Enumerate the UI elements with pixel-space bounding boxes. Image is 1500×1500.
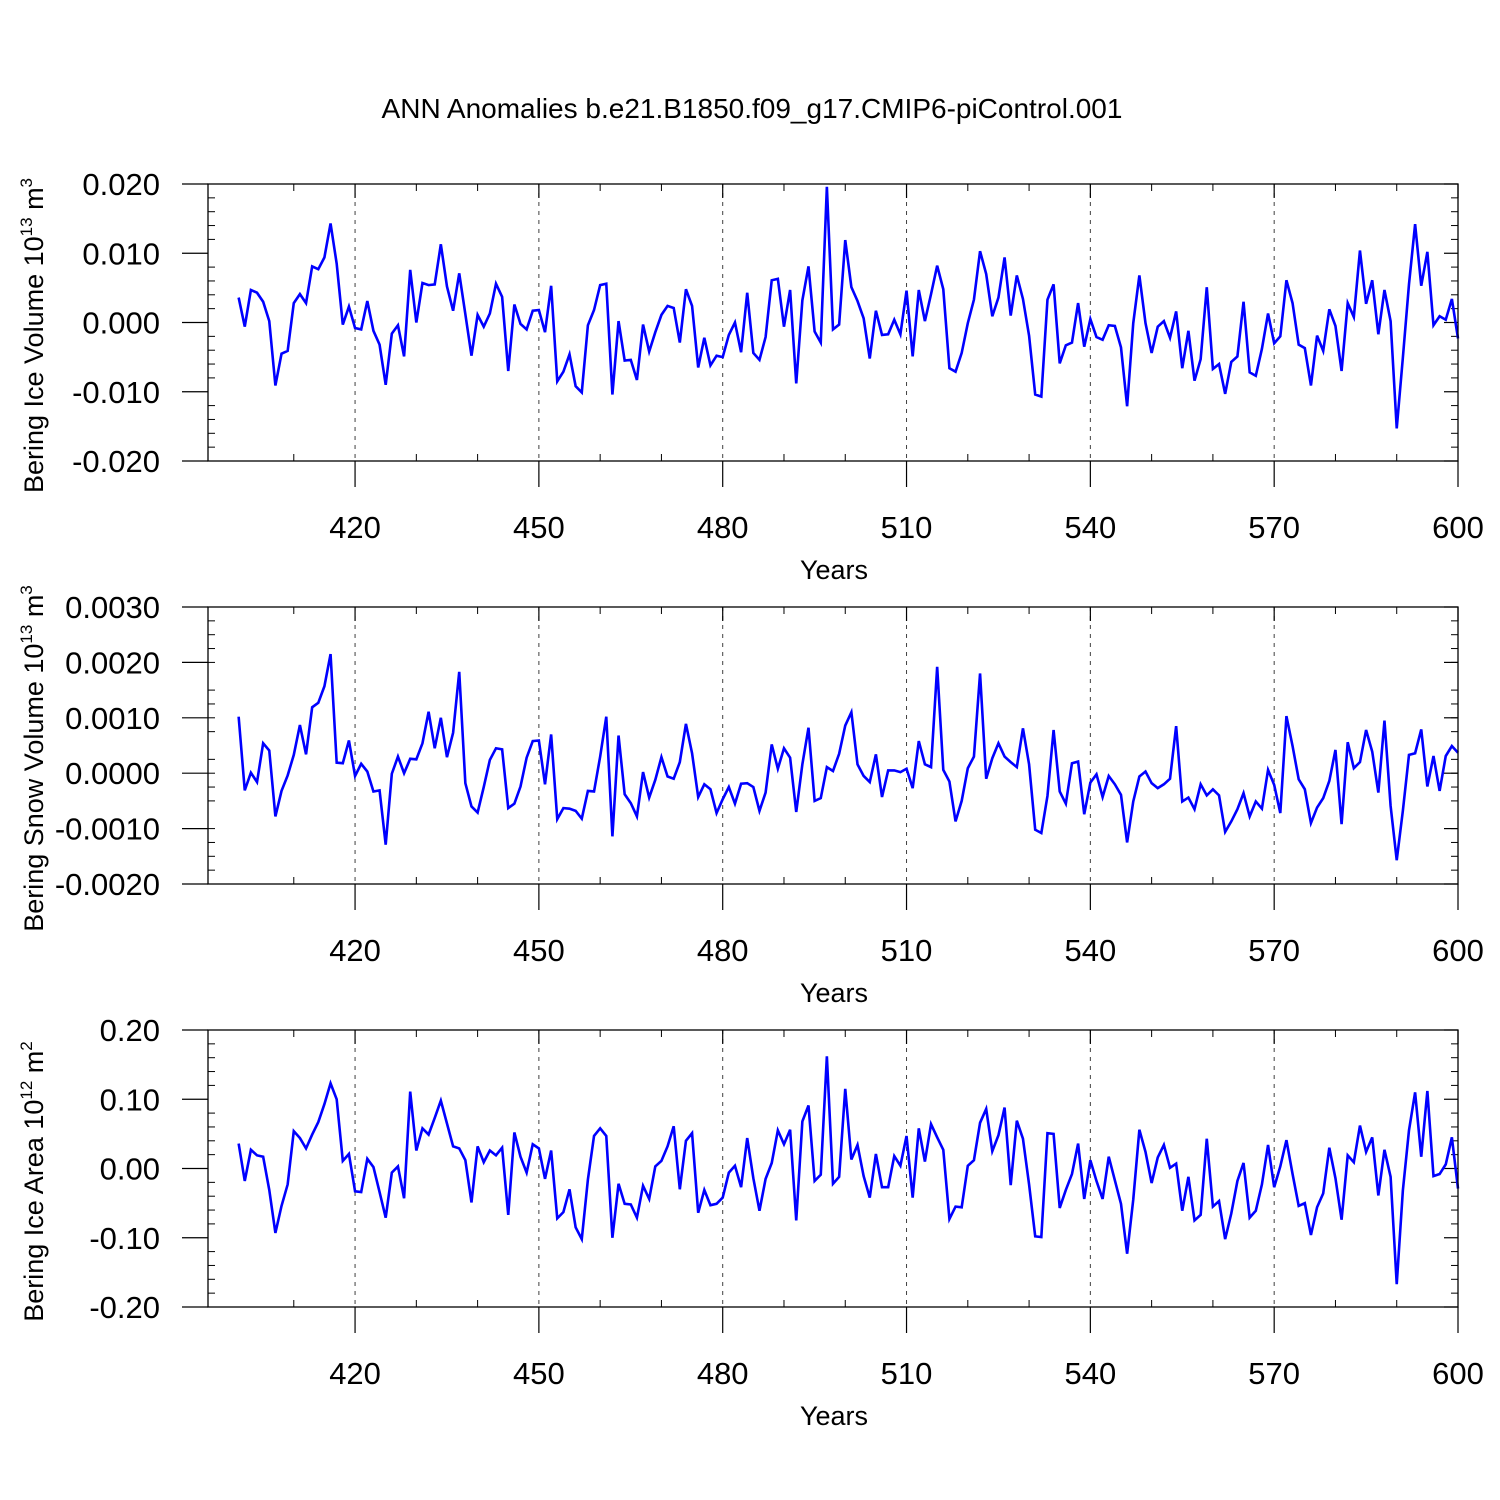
x-tick-label: 420 [329, 933, 381, 968]
x-tick-label: 450 [513, 510, 565, 545]
y-tick-label: 0.00 [100, 1152, 160, 1187]
x-tick-label: 480 [697, 933, 749, 968]
y-tick-label: 0.0020 [65, 645, 160, 680]
x-tick-label: 540 [1064, 933, 1116, 968]
x-tick-label: 420 [329, 510, 381, 545]
data-series-line [237, 186, 1460, 429]
y-axis-label: Bering Ice Area 1012 m2 [17, 1041, 49, 1322]
y-axis-label-unit-exponent: 3 [17, 178, 36, 187]
y-tick-label: 0.0000 [65, 756, 160, 791]
x-tick-label: 510 [881, 933, 933, 968]
x-tick-label: 450 [513, 933, 565, 968]
x-tick-label: 480 [697, 510, 749, 545]
x-tick-label: 600 [1432, 1356, 1484, 1391]
y-tick-label: 0.0010 [65, 701, 160, 736]
y-axis-label-text: Bering Snow Volume 10 [19, 644, 49, 932]
x-tick-label: 540 [1064, 510, 1116, 545]
data-series-line [237, 653, 1459, 861]
y-tick-label: -0.020 [72, 444, 160, 479]
y-tick-label: -0.0020 [55, 867, 160, 902]
y-tick-label: 0.20 [100, 1013, 160, 1048]
x-tick-label: 540 [1064, 1356, 1116, 1391]
x-tick-label: 450 [513, 1356, 565, 1391]
figure-title: ANN Anomalies b.e21.B1850.f09_g17.CMIP6-… [382, 93, 1123, 124]
y-tick-label: -0.10 [89, 1221, 160, 1256]
y-axis-label-unit: m [19, 1051, 49, 1081]
chart-panel-2: -0.0020 -0.0010 0.0000 0.0010 0.0020 0.0030 42… [17, 585, 1484, 1008]
x-tick-label: 420 [329, 1356, 381, 1391]
chart-panel-3: -0.20 -0.10 0.00 0.10 0.20 420 450 480 510 540 570… [17, 1013, 1484, 1431]
x-tick-label: 600 [1432, 510, 1484, 545]
y-axis-label-exponent: 13 [17, 217, 36, 236]
y-tick-label: 0.0030 [65, 590, 160, 625]
y-axis-label: Bering Ice Volume 1013 m3 [17, 178, 49, 493]
x-tick-label: 570 [1248, 1356, 1300, 1391]
data-series-line [237, 1056, 1460, 1285]
x-tick-label: 570 [1248, 933, 1300, 968]
plot-frame [207, 1029, 1459, 1308]
chart-panel-1: -0.020 -0.010 0.000 0.010 0.020 420 450 480 510 5… [17, 167, 1484, 585]
y-tick-label: -0.20 [89, 1290, 160, 1325]
y-tick-label: -0.010 [72, 375, 160, 410]
plot-frame [207, 606, 1459, 885]
y-tick-label: 0.10 [100, 1082, 160, 1117]
x-tick-label: 510 [881, 1356, 933, 1391]
x-axis-label: Years [800, 978, 868, 1008]
y-axis-label: Bering Snow Volume 1013 m3 [17, 585, 49, 932]
x-tick-label: 600 [1432, 933, 1484, 968]
y-axis-label-text: Bering Ice Volume 10 [19, 236, 49, 493]
y-axis-label-text: Bering Ice Area 10 [19, 1100, 49, 1322]
y-axis-label-unit: m [19, 595, 49, 625]
x-tick-label: 510 [881, 510, 933, 545]
y-axis-label-exponent: 13 [17, 625, 36, 644]
plot-frame [207, 183, 1459, 462]
panels-group: -0.020 -0.010 0.000 0.010 0.020 420 450 480 510 5… [17, 167, 1484, 1431]
x-tick-label: 480 [697, 1356, 749, 1391]
y-tick-label: -0.0010 [55, 812, 160, 847]
y-tick-label: 0.010 [82, 236, 160, 271]
x-axis-label: Years [800, 1401, 868, 1431]
x-tick-label: 570 [1248, 510, 1300, 545]
y-axis-label-unit-exponent: 2 [17, 1041, 36, 1050]
y-axis-label-unit-exponent: 3 [17, 585, 36, 594]
x-axis-label: Years [800, 555, 868, 585]
y-tick-label: 0.000 [82, 306, 160, 341]
y-tick-label: 0.020 [82, 167, 160, 202]
y-axis-label-unit: m [19, 187, 49, 217]
y-axis-label-exponent: 12 [17, 1081, 36, 1100]
